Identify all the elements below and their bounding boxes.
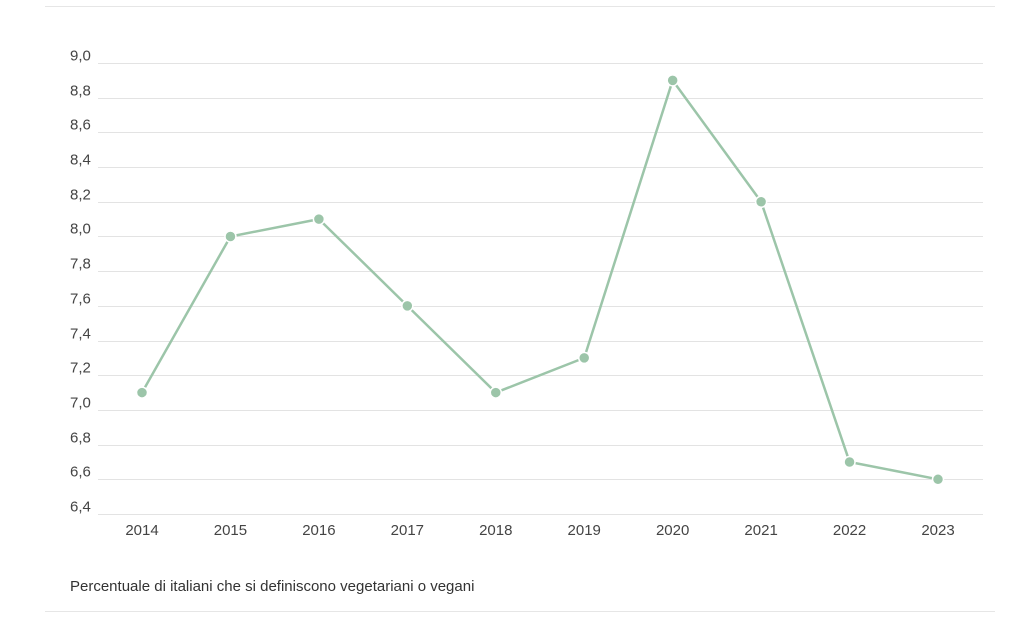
x-tick-label: 2018 bbox=[479, 522, 512, 539]
x-tick-label: 2020 bbox=[656, 522, 689, 539]
x-tick-label: 2015 bbox=[214, 522, 247, 539]
data-point bbox=[666, 74, 679, 87]
data-point bbox=[754, 195, 768, 209]
x-tick-label: 2016 bbox=[302, 522, 335, 539]
data-point bbox=[135, 386, 149, 399]
x-tick-label: 2017 bbox=[391, 522, 424, 539]
y-tick-label: 9,0 bbox=[70, 48, 91, 65]
y-axis-ticks: 6,4 6,6 6,8 7,0 7,2 7,4 7,6 7,8 8,0 8,2 8,4 8,6 8,8 9… bbox=[70, 48, 91, 516]
x-axis-ticks: 2014 2015 2016 2017 2018 2019 2020 2021 2022 2023 bbox=[125, 522, 954, 539]
y-tick-label: 8,6 bbox=[70, 117, 91, 134]
data-point bbox=[577, 351, 591, 365]
chart-caption: Percentuale di italiani che si definisco… bbox=[70, 578, 475, 595]
y-tick-label: 7,2 bbox=[70, 360, 91, 377]
x-tick-label: 2021 bbox=[744, 522, 777, 539]
y-tick-label: 7,6 bbox=[70, 291, 91, 308]
y-tick-label: 8,0 bbox=[70, 221, 91, 238]
top-rule bbox=[45, 6, 995, 7]
x-tick-label: 2019 bbox=[568, 522, 601, 539]
bottom-rule bbox=[45, 611, 995, 612]
y-tick-label: 6,6 bbox=[70, 464, 91, 481]
data-point bbox=[843, 455, 856, 469]
data-point bbox=[401, 299, 414, 313]
data-point bbox=[312, 212, 326, 226]
y-tick-label: 7,4 bbox=[70, 326, 91, 343]
series-line bbox=[140, 79, 940, 481]
data-point bbox=[931, 473, 945, 486]
y-tick-label: 7,0 bbox=[70, 395, 91, 412]
x-tick-label: 2014 bbox=[125, 522, 158, 539]
series-line-layer bbox=[140, 79, 940, 481]
data-point bbox=[224, 230, 237, 243]
data-point bbox=[489, 386, 503, 399]
x-tick-label: 2023 bbox=[921, 522, 954, 539]
y-tick-label: 7,8 bbox=[70, 256, 91, 273]
y-tick-label: 6,4 bbox=[70, 499, 91, 516]
x-tick-label: 2022 bbox=[833, 522, 866, 539]
y-tick-label: 8,2 bbox=[70, 187, 91, 204]
y-tick-label: 8,4 bbox=[70, 152, 91, 169]
y-tick-label: 8,8 bbox=[70, 83, 91, 100]
grid-lines bbox=[98, 63, 983, 515]
y-tick-label: 6,8 bbox=[70, 430, 91, 447]
data-points bbox=[135, 74, 945, 486]
